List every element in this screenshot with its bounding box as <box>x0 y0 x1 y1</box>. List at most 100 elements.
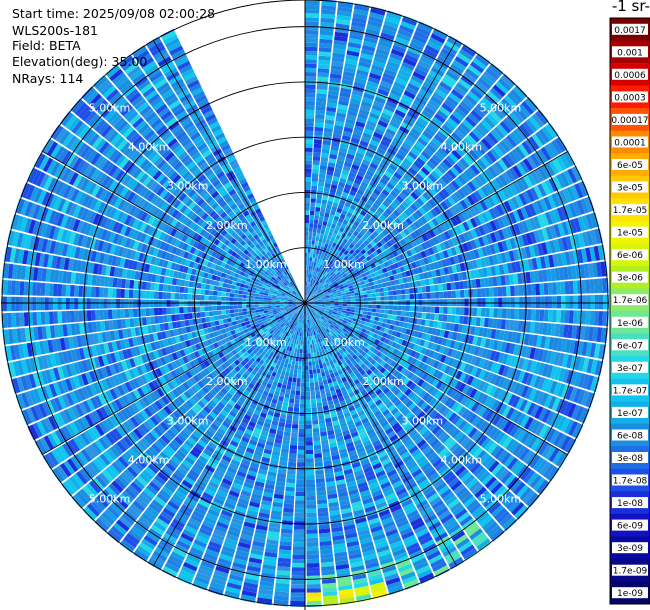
range-gate-cell <box>181 373 189 382</box>
range-gate-cell <box>321 152 329 158</box>
range-gate-cell <box>210 337 217 344</box>
range-gate-cell <box>129 114 142 126</box>
range-gate-cell <box>128 216 136 228</box>
range-gate-cell <box>44 224 52 238</box>
range-gate-cell <box>295 491 305 497</box>
range-gate-cell <box>153 350 160 359</box>
range-gate-cell <box>102 85 117 99</box>
range-gate-cell <box>369 162 379 170</box>
range-gate-cell <box>258 359 265 366</box>
range-gate-cell <box>143 373 152 383</box>
range-gate-cell <box>147 115 160 126</box>
range-gate-cell <box>94 171 104 184</box>
range-gate-cell <box>191 268 197 276</box>
range-gate-cell <box>53 311 58 324</box>
range-gate-cell <box>61 297 66 310</box>
range-gate-cell <box>156 266 163 275</box>
range-gate-cell <box>154 257 161 266</box>
range-gate-cell <box>58 270 64 283</box>
range-gate-cell <box>250 307 256 311</box>
range-gate-cell <box>221 143 231 152</box>
range-gate-cell <box>263 322 269 327</box>
range-gate-cell <box>243 379 250 386</box>
range-gate-cell <box>233 403 242 411</box>
range-gate-cell <box>159 375 167 385</box>
range-gate-cell <box>249 357 256 364</box>
range-gate-cell <box>208 256 215 263</box>
range-gate-cell <box>168 74 182 85</box>
range-gate-cell <box>128 228 136 239</box>
range-gate-cell <box>154 316 160 324</box>
range-gate-cell <box>103 342 110 354</box>
range-gate-cell <box>243 482 254 489</box>
range-gate-cell <box>276 265 281 270</box>
range-gate-cell <box>271 510 282 516</box>
range-gate-cell <box>250 346 256 352</box>
range-gate-cell <box>310 202 316 207</box>
range-gate-cell <box>407 46 422 56</box>
range-gate-cell <box>150 96 163 108</box>
range-gate-cell <box>136 184 146 195</box>
range-gate-cell <box>138 516 152 528</box>
range-gate-cell <box>300 391 305 396</box>
range-gate-cell <box>334 167 342 174</box>
range-gate-cell <box>313 270 316 276</box>
range-gate-cell <box>236 220 243 227</box>
range-gate-cell <box>165 529 180 540</box>
range-gate-cell <box>9 247 17 263</box>
range-gate-cell <box>225 586 241 594</box>
range-gate-cell <box>314 240 319 246</box>
range-gate-cell <box>159 189 169 199</box>
range-gate-cell <box>321 199 328 205</box>
range-gate-cell <box>176 278 182 286</box>
range-gate-cell <box>330 145 339 152</box>
range-gate-cell <box>305 299 307 303</box>
range-gate-cell <box>301 319 304 324</box>
range-gate-cell <box>12 361 20 377</box>
range-gate-cell <box>18 344 25 359</box>
range-gate-cell <box>207 373 215 381</box>
range-gate-cell <box>165 168 176 178</box>
range-gate-cell <box>133 478 145 490</box>
range-gate-cell <box>125 393 134 404</box>
range-gate-cell <box>324 182 331 189</box>
range-gate-cell <box>116 319 122 329</box>
range-gate-cell <box>146 273 153 282</box>
range-gate-cell <box>14 344 21 360</box>
range-gate-cell <box>303 303 305 307</box>
range-gate-cell <box>214 368 221 376</box>
range-gate-cell <box>154 400 163 410</box>
range-gate-cell <box>201 283 206 290</box>
range-gate-cell <box>254 304 259 308</box>
range-gate-cell <box>233 478 244 486</box>
range-gate-cell <box>237 541 251 549</box>
range-gate-cell <box>228 351 234 358</box>
range-gate-cell <box>193 350 201 358</box>
range-gate-cell <box>297 309 301 314</box>
range-gate-cell <box>287 410 293 416</box>
range-gate-cell <box>213 450 223 459</box>
range-gate-cell <box>262 282 268 287</box>
range-gate-cell <box>261 345 267 351</box>
range-gate-cell <box>251 413 260 420</box>
range-gate-cell <box>248 466 259 473</box>
range-gate-cell <box>171 209 180 218</box>
range-gate-cell <box>154 341 161 350</box>
range-gate-cell <box>298 323 301 328</box>
range-gate-cell <box>269 341 274 347</box>
range-gate-cell <box>396 32 411 42</box>
range-gate-cell <box>258 348 264 354</box>
range-gate-cell <box>154 78 168 89</box>
range-gate-cell <box>129 318 135 328</box>
range-gate-cell <box>154 440 165 451</box>
range-gate-cell <box>145 178 156 189</box>
range-gate-cell <box>70 188 80 202</box>
range-gate-cell <box>79 273 85 285</box>
range-gate-cell <box>140 490 153 502</box>
range-gate-cell <box>124 226 132 237</box>
range-gate-cell <box>36 205 45 221</box>
range-gate-cell <box>176 420 185 430</box>
range-gate-cell <box>175 314 181 321</box>
range-gate-cell <box>227 248 234 255</box>
range-gate-cell <box>313 275 316 280</box>
